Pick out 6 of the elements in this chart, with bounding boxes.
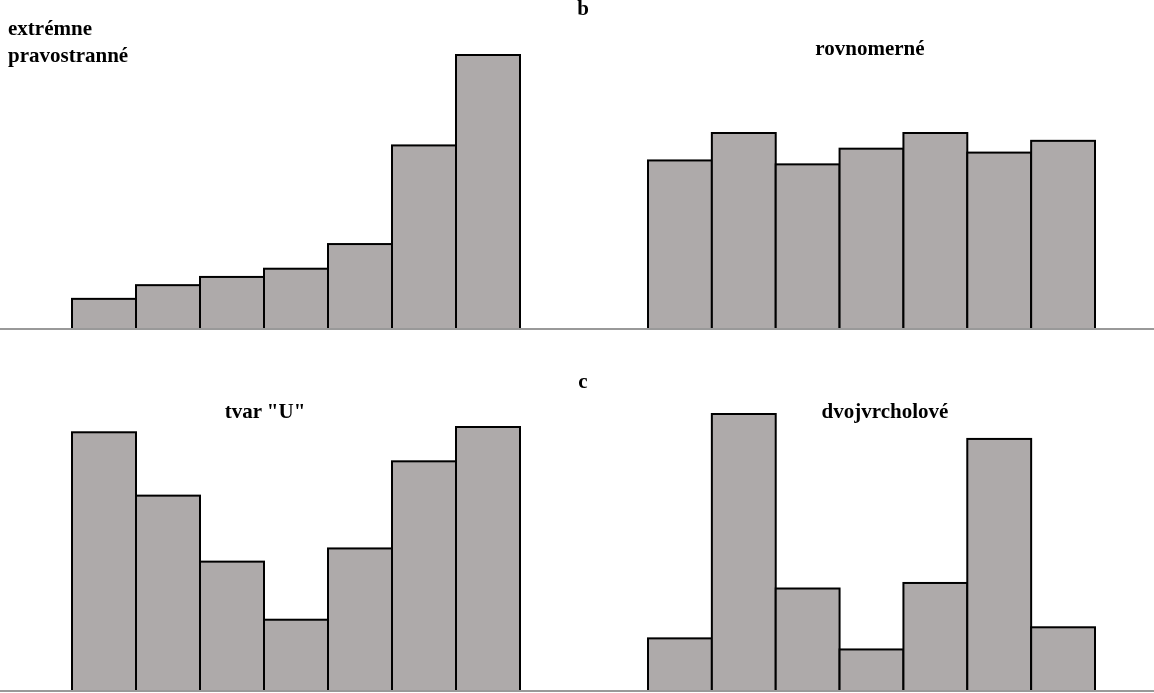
chart-title: tvar "U" [224,399,306,423]
chart-title: rovnomerné [815,36,925,60]
text: c [578,369,588,393]
chart-title: extrémne pravostranné [8,16,129,67]
text: b [577,0,589,20]
chart-title: dvojvrcholové [821,399,949,423]
